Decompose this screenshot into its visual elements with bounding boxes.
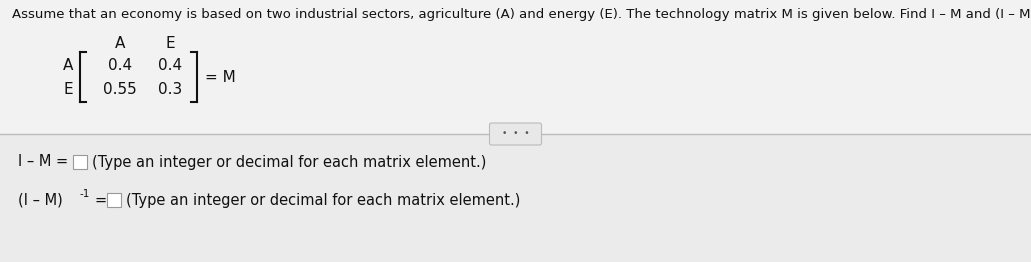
Text: •  •  •: • • • bbox=[502, 129, 529, 139]
Text: Assume that an economy is based on two industrial sectors, agriculture (A) and e: Assume that an economy is based on two i… bbox=[12, 8, 1031, 21]
Text: =: = bbox=[94, 193, 106, 208]
Text: (Type an integer or decimal for each matrix element.): (Type an integer or decimal for each mat… bbox=[92, 155, 487, 170]
Text: 0.55: 0.55 bbox=[103, 81, 137, 96]
FancyBboxPatch shape bbox=[490, 123, 541, 145]
Text: = M: = M bbox=[205, 69, 236, 85]
Text: A: A bbox=[114, 36, 125, 52]
Text: (Type an integer or decimal for each matrix element.): (Type an integer or decimal for each mat… bbox=[126, 193, 521, 208]
Text: A: A bbox=[63, 57, 73, 73]
FancyBboxPatch shape bbox=[0, 0, 1031, 137]
Text: (I – M): (I – M) bbox=[18, 193, 63, 208]
FancyBboxPatch shape bbox=[0, 134, 1031, 262]
Text: -1: -1 bbox=[80, 189, 91, 199]
Text: E: E bbox=[165, 36, 175, 52]
Text: 0.4: 0.4 bbox=[158, 57, 182, 73]
FancyBboxPatch shape bbox=[73, 155, 87, 169]
Text: 0.4: 0.4 bbox=[108, 57, 132, 73]
Text: I – M =: I – M = bbox=[18, 155, 68, 170]
Text: 0.3: 0.3 bbox=[158, 81, 182, 96]
FancyBboxPatch shape bbox=[107, 193, 121, 207]
Text: E: E bbox=[63, 81, 73, 96]
